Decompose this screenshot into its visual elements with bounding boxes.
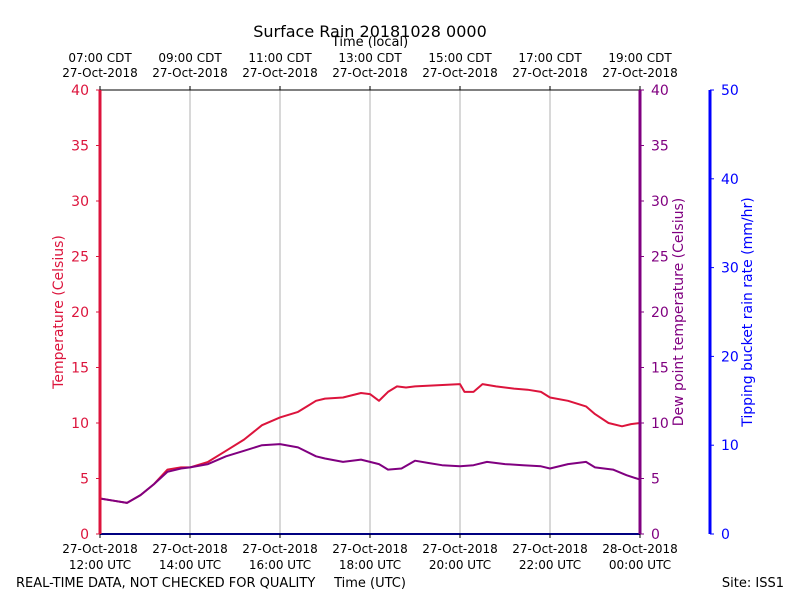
x-axis-label: Time (UTC) [334, 576, 406, 591]
top-tick-label-date: 27-Oct-2018 [152, 66, 228, 80]
x-tick-label-date: 27-Oct-2018 [422, 542, 498, 556]
top-tick-label-date: 27-Oct-2018 [602, 66, 678, 80]
rain-axis-tick-label: 10 [721, 438, 739, 454]
top-tick-label-date: 27-Oct-2018 [242, 66, 318, 80]
rain-axis-tick-label: 0 [721, 527, 730, 543]
top-tick-label-local-time: 11:00 CDT [248, 51, 312, 65]
grid-layer [189, 90, 551, 534]
x-tick-label-time: 14:00 UTC [159, 558, 221, 572]
rain-axis-tick-label: 30 [721, 261, 739, 277]
top-tick-label-date: 27-Oct-2018 [512, 66, 588, 80]
dew-axis-tick-label: 5 [651, 472, 660, 488]
footer-quality-note: REAL-TIME DATA, NOT CHECKED FOR QUALITY [16, 576, 316, 591]
axes-layer: 0 5 10 15 20 25 30 35 40 Temperature (Celsius) 0 5 1… [51, 83, 756, 543]
top-tick-label-date: 27-Oct-2018 [422, 66, 498, 80]
top-axis-label: Time (local) [331, 35, 409, 50]
top-tick-label-local-time: 15:00 CDT [428, 51, 492, 65]
footer-site: Site: ISS1 [721, 576, 784, 591]
ticks-layer: 27-Oct-2018 12:00 UTC 27-Oct-2018 14:00 UTC… [62, 51, 678, 572]
temp-axis-tick-label: 5 [80, 472, 89, 488]
chart-title: Surface Rain 20181028 0000 [253, 22, 487, 41]
temp-axis-tick-label: 10 [71, 416, 89, 432]
rain-axis-tick-label: 20 [721, 349, 739, 365]
temp-axis-tick-label: 0 [80, 527, 89, 543]
dew-axis-tick-label: 40 [651, 83, 669, 99]
rain-axis-tick-label: 40 [721, 172, 739, 188]
rain-axis-label: Tipping bucket rain rate (mm/hr) [740, 197, 756, 427]
temp-axis-label: Temperature (Celsius) [51, 235, 67, 390]
dew-axis-tick-label: 20 [651, 305, 669, 321]
temp-axis-tick-label: 30 [71, 194, 89, 210]
top-tick-label-date: 27-Oct-2018 [62, 66, 138, 80]
top-tick-label-local-time: 07:00 CDT [68, 51, 132, 65]
x-tick-label-time: 22:00 UTC [519, 558, 581, 572]
temp-axis-tick-label: 40 [71, 83, 89, 99]
x-tick-label-time: 12:00 UTC [69, 558, 131, 572]
x-tick-label-date: 27-Oct-2018 [152, 542, 228, 556]
x-tick-label-date: 27-Oct-2018 [62, 542, 138, 556]
dew-axis-label: Dew point temperature (Celsius) [671, 198, 687, 426]
top-tick-label-local-time: 09:00 CDT [158, 51, 222, 65]
top-tick-label-date: 27-Oct-2018 [332, 66, 408, 80]
x-tick-label-date: 27-Oct-2018 [332, 542, 408, 556]
x-tick-label-date: 28-Oct-2018 [602, 542, 678, 556]
top-tick-label-local-time: 13:00 CDT [338, 51, 402, 65]
x-tick-label-time: 18:00 UTC [339, 558, 401, 572]
dew-axis-tick-label: 15 [651, 361, 669, 377]
dew-axis-tick-label: 0 [651, 527, 660, 543]
rain-axis-tick-label: 50 [721, 83, 739, 99]
temp-axis-tick-label: 35 [71, 139, 89, 155]
dew-axis-tick-label: 10 [651, 416, 669, 432]
x-tick-label-date: 27-Oct-2018 [512, 542, 588, 556]
temp-axis-tick-label: 15 [71, 361, 89, 377]
dew-axis-tick-label: 25 [651, 250, 669, 266]
dew-point-series-line [99, 443, 641, 504]
x-tick-label-time: 00:00 UTC [609, 558, 671, 572]
temp-axis-tick-label: 25 [71, 250, 89, 266]
top-tick-label-local-time: 17:00 CDT [518, 51, 582, 65]
x-tick-label-time: 16:00 UTC [249, 558, 311, 572]
x-tick-label-date: 27-Oct-2018 [242, 542, 318, 556]
x-tick-label-time: 20:00 UTC [429, 558, 491, 572]
dew-axis-tick-label: 35 [651, 139, 669, 155]
top-tick-label-local-time: 19:00 CDT [608, 51, 672, 65]
dew-axis-tick-label: 30 [651, 194, 669, 210]
temp-axis-tick-label: 20 [71, 305, 89, 321]
